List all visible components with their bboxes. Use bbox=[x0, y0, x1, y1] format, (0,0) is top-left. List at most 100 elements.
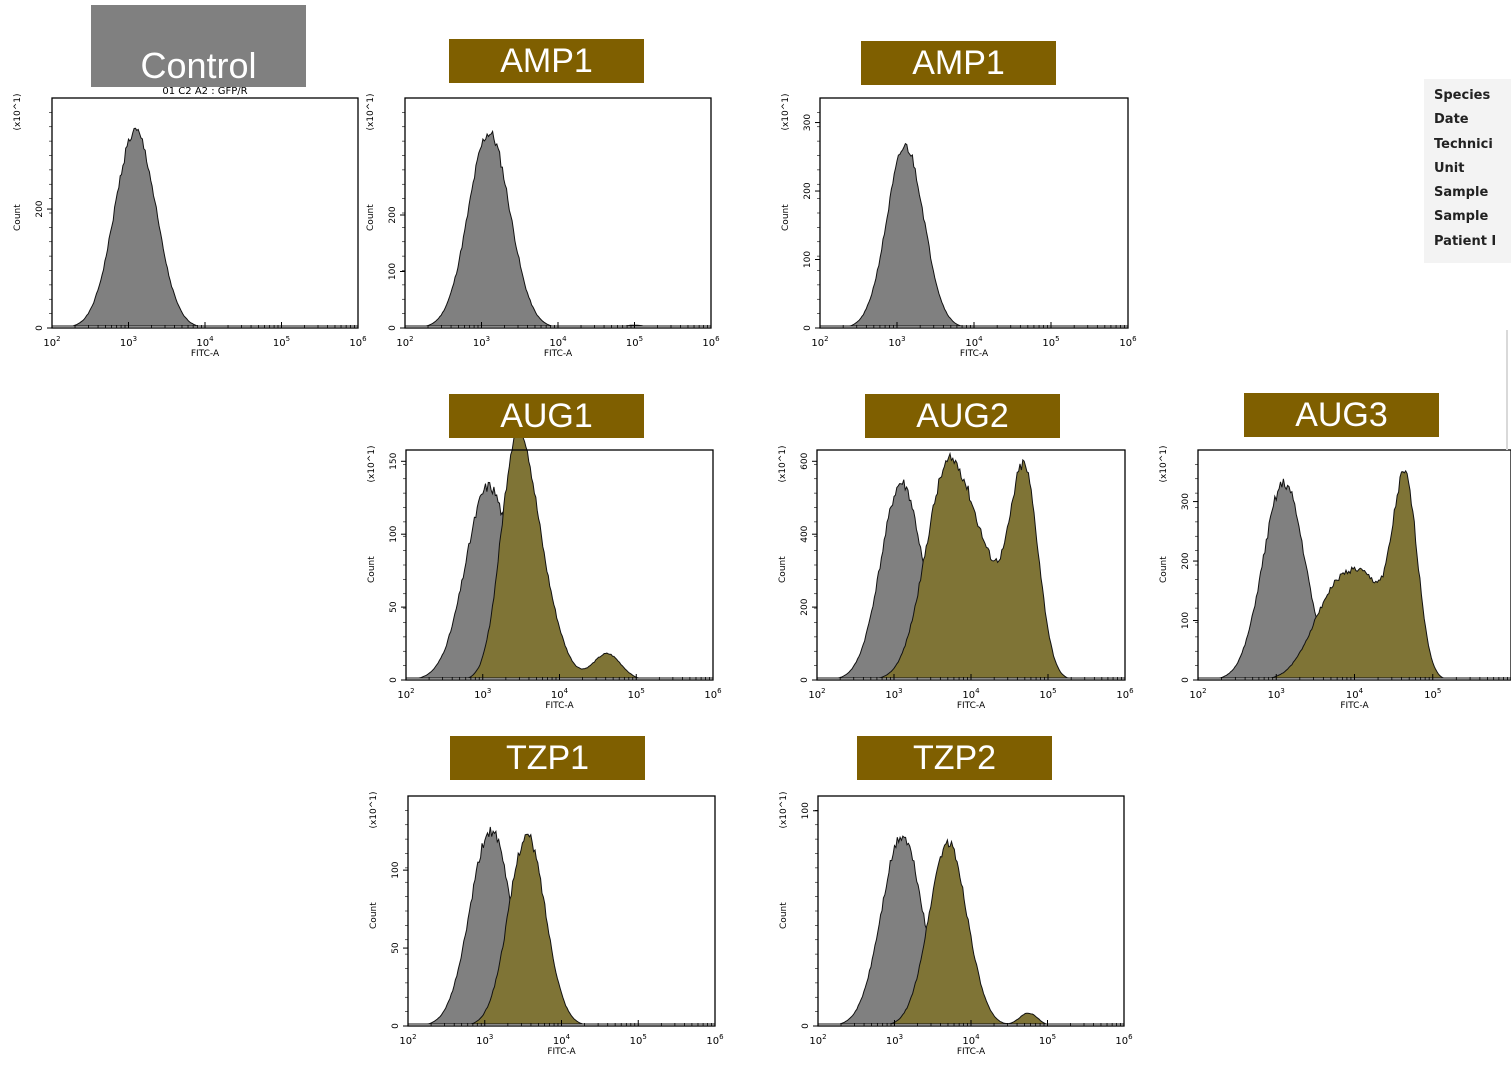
x-tick-label: 102 bbox=[397, 687, 414, 701]
info-field: Sample bbox=[1434, 209, 1489, 225]
y-tick-label: 0 bbox=[1181, 677, 1191, 683]
x-tick-label: 106 bbox=[1116, 687, 1134, 701]
x-tick-label: 104 bbox=[196, 335, 214, 349]
y-axis-label: Count bbox=[778, 556, 788, 583]
x-axis-label: FITC-A bbox=[960, 349, 989, 359]
x-axis-label: FITC-A bbox=[547, 1047, 576, 1057]
y-unit-label: (x10^1) bbox=[1159, 445, 1169, 482]
y-axis-label: Count bbox=[1159, 556, 1169, 583]
y-tick-label: 100 bbox=[803, 251, 813, 268]
x-axis-label: FITC-A bbox=[544, 349, 573, 359]
y-axis-label: Count bbox=[13, 204, 23, 231]
info-field: Technici bbox=[1434, 136, 1493, 152]
y-tick-label: 600 bbox=[800, 452, 810, 469]
x-tick-label: 106 bbox=[704, 687, 722, 701]
x-tick-label: 103 bbox=[476, 1033, 493, 1047]
y-axis-label: Count bbox=[781, 204, 791, 231]
y-tick-label: 200 bbox=[35, 200, 45, 217]
y-tick-label: 400 bbox=[800, 525, 810, 542]
plot-frame bbox=[819, 97, 1129, 329]
x-tick-label: 103 bbox=[474, 687, 491, 701]
y-tick-label: 0 bbox=[800, 677, 810, 683]
info-field: Unit bbox=[1434, 160, 1465, 176]
label-tzp2: TZP2 bbox=[857, 736, 1052, 780]
y-tick-label: 0 bbox=[389, 677, 399, 683]
label-control: Control bbox=[91, 5, 306, 87]
y-unit-label: (x10^1) bbox=[778, 445, 788, 482]
label-tzp1: TZP1 bbox=[450, 736, 645, 780]
y-tick-label: 0 bbox=[391, 1023, 401, 1029]
label-aug1: AUG1 bbox=[449, 394, 644, 438]
info-field: Sample bbox=[1434, 185, 1489, 201]
histogram-series bbox=[1198, 469, 1511, 679]
histogram-series bbox=[406, 418, 713, 679]
y-unit-label: (x10^1) bbox=[13, 93, 23, 130]
histogram-series bbox=[820, 142, 1128, 327]
histogram-panel: 102 103 104 105 FITC-A 0 100 200 300 Count (x10^1) bbox=[1159, 445, 1511, 711]
x-axis-label: FITC-A bbox=[191, 349, 220, 359]
x-tick-label: 103 bbox=[1268, 687, 1285, 701]
label-aug2: AUG2 bbox=[865, 394, 1060, 438]
x-tick-label: 103 bbox=[886, 1033, 903, 1047]
x-tick-label: 102 bbox=[811, 335, 828, 349]
x-tick-label: 103 bbox=[888, 335, 905, 349]
x-tick-label: 104 bbox=[549, 335, 567, 349]
y-tick-label: 0 bbox=[801, 1023, 811, 1029]
y-axis-label: Count bbox=[366, 204, 376, 231]
x-tick-label: 102 bbox=[1189, 687, 1206, 701]
x-tick-label: 104 bbox=[965, 335, 983, 349]
y-tick-label: 100 bbox=[391, 861, 401, 878]
info-panel-bg bbox=[1424, 79, 1511, 263]
y-tick-label: 50 bbox=[391, 942, 401, 954]
x-tick-label: 104 bbox=[962, 1033, 980, 1047]
x-tick-label: 102 bbox=[809, 1033, 826, 1047]
x-tick-label: 102 bbox=[399, 1033, 416, 1047]
y-tick-label: 300 bbox=[1181, 493, 1191, 510]
y-tick-label: 200 bbox=[803, 182, 813, 199]
y-tick-label: 50 bbox=[389, 601, 399, 613]
y-tick-label: 300 bbox=[803, 114, 813, 131]
x-tick-label: 106 bbox=[1119, 335, 1137, 349]
y-unit-label: (x10^1) bbox=[779, 791, 789, 828]
histogram-series bbox=[405, 129, 711, 327]
x-tick-label: 105 bbox=[626, 335, 643, 349]
y-tick-label: 100 bbox=[389, 525, 399, 542]
x-tick-label: 106 bbox=[1115, 1033, 1133, 1047]
x-tick-label: 102 bbox=[396, 335, 413, 349]
x-tick-label: 104 bbox=[553, 1033, 571, 1047]
histogram-series bbox=[408, 833, 715, 1025]
x-tick-label: 105 bbox=[628, 687, 645, 701]
x-tick-label: 102 bbox=[43, 335, 60, 349]
y-tick-label: 200 bbox=[800, 598, 810, 615]
label-amp1-b: AMP1 bbox=[861, 41, 1056, 85]
y-axis-label: Count bbox=[369, 902, 379, 929]
x-axis-label: FITC-A bbox=[957, 1047, 986, 1057]
x-tick-label: 103 bbox=[885, 687, 902, 701]
edge-divider bbox=[1506, 330, 1508, 450]
control-subtitle: 01 C2 A2 : GFP/R bbox=[162, 86, 247, 97]
y-unit-label: (x10^1) bbox=[369, 791, 379, 828]
x-tick-label: 102 bbox=[808, 687, 825, 701]
y-tick-label: 100 bbox=[801, 802, 811, 819]
histogram-panel: 102 103 104 105 106 FITC-A 0 200 Count (x10^1) 01 … bbox=[13, 86, 367, 359]
x-tick-label: 104 bbox=[962, 687, 980, 701]
histogram-panel: 102 103 104 105 106 FITC-A 0 100 200 300 Count (x10… bbox=[781, 93, 1137, 359]
x-tick-label: 105 bbox=[630, 1033, 647, 1047]
x-tick-label: 106 bbox=[702, 335, 720, 349]
info-field: Species bbox=[1434, 88, 1491, 103]
x-tick-label: 105 bbox=[1039, 687, 1056, 701]
x-tick-label: 105 bbox=[273, 335, 290, 349]
y-tick-label: 0 bbox=[35, 325, 45, 331]
y-tick-label: 100 bbox=[388, 263, 398, 280]
x-axis-label: FITC-A bbox=[957, 701, 986, 711]
y-tick-label: 100 bbox=[1181, 612, 1191, 629]
y-tick-label: 200 bbox=[388, 206, 398, 223]
y-tick-label: 0 bbox=[803, 325, 813, 331]
histogram-panel: 102 103 104 105 106 FITC-A 0 50 100 150 Count (x10^… bbox=[367, 418, 722, 711]
histogram-panel: 102 103 104 105 106 FITC-A 0 200 400 600 Count (x10… bbox=[778, 445, 1134, 711]
y-unit-label: (x10^1) bbox=[366, 93, 376, 130]
info-field: Date bbox=[1434, 112, 1469, 128]
histogram-series bbox=[52, 127, 358, 327]
y-tick-label: 200 bbox=[1181, 552, 1191, 569]
